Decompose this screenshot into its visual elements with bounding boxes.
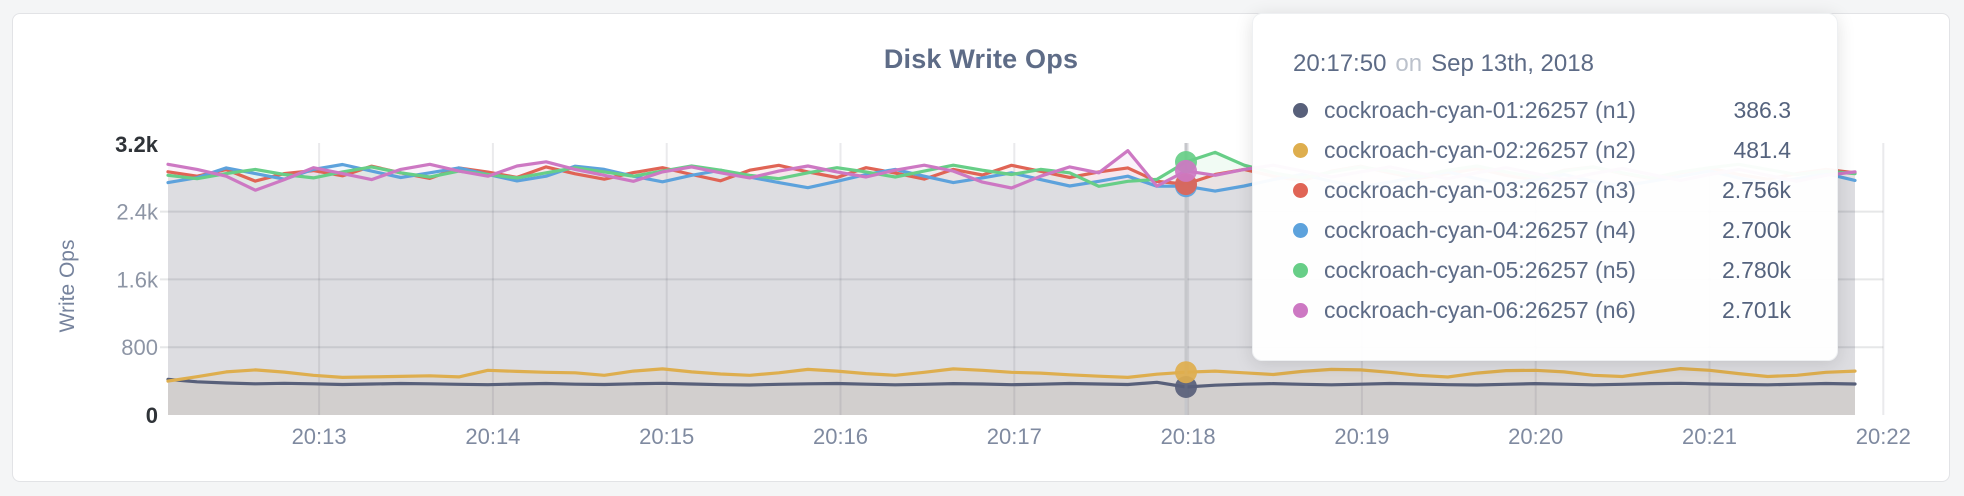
series-color-dot-icon: [1293, 222, 1308, 238]
x-tick-label: 20:15: [639, 424, 694, 449]
tooltip-series-value: 386.3: [1733, 96, 1791, 123]
hover-dot-n2: [1175, 361, 1197, 384]
tooltip-header: 20:17:50 on Sep 13th, 2018: [1293, 50, 1791, 78]
tooltip-conjunction: on: [1395, 50, 1423, 77]
series-color-dot-icon: [1293, 182, 1308, 198]
y-tick-label: 0: [146, 403, 158, 428]
series-area-n2: [168, 368, 1855, 415]
tooltip-row: cockroach-cyan-05:26257 (n5) 2.780k: [1293, 250, 1791, 290]
series-area-n1: [168, 379, 1855, 415]
tooltip-series-value: 481.4: [1733, 136, 1791, 163]
tooltip-row: cockroach-cyan-01:26257 (n1) 386.3: [1293, 90, 1791, 130]
tooltip-series-name: cockroach-cyan-01:26257 (n1): [1324, 96, 1636, 123]
y-tick-label: 1.6k: [116, 267, 159, 292]
x-tick-label: 20:21: [1682, 424, 1737, 449]
y-tick-label: 2.4k: [116, 200, 159, 225]
tooltip-row: cockroach-cyan-06:26257 (n6) 2.701k: [1293, 290, 1791, 330]
tooltip-series-name: cockroach-cyan-02:26257 (n2): [1324, 136, 1636, 163]
series-color-dot-icon: [1293, 102, 1308, 118]
x-tick-label: 20:20: [1508, 424, 1563, 449]
x-tick-label: 20:18: [1161, 424, 1216, 449]
tooltip-series-name: cockroach-cyan-05:26257 (n5): [1324, 256, 1636, 283]
tooltip-series-name: cockroach-cyan-03:26257 (n3): [1324, 176, 1636, 203]
tooltip-date: Sep 13th, 2018: [1431, 50, 1594, 77]
chart-tooltip: 20:17:50 on Sep 13th, 2018 cockroach-cyan-…: [1252, 13, 1838, 361]
series-color-dot-icon: [1293, 302, 1308, 318]
tooltip-series-value: 2.701k: [1721, 296, 1791, 323]
tooltip-series-value: 2.780k: [1721, 256, 1791, 283]
x-tick-label: 20:16: [813, 424, 868, 449]
series-line-n1: [166, 377, 1857, 389]
x-tick-label: 20:14: [465, 424, 520, 449]
series-color-dot-icon: [1293, 262, 1308, 278]
hover-dot-n6: [1175, 159, 1197, 182]
tooltip-rows: cockroach-cyan-01:26257 (n1) 386.3 cockroa…: [1293, 90, 1791, 330]
tooltip-row: cockroach-cyan-03:26257 (n3) 2.756k: [1293, 170, 1791, 210]
tooltip-series-value: 2.700k: [1721, 216, 1791, 243]
x-tick-label: 20:19: [1334, 424, 1389, 449]
tooltip-series-name: cockroach-cyan-06:26257 (n6): [1324, 296, 1636, 323]
x-tick-label: 20:22: [1856, 424, 1911, 449]
chart-title: Disk Write Ops: [883, 44, 1079, 74]
tooltip-series-value: 2.756k: [1721, 176, 1791, 203]
series-line-n2: [166, 367, 1857, 383]
series-color-dot-icon: [1293, 142, 1308, 158]
tooltip-series-name: cockroach-cyan-04:26257 (n4): [1324, 216, 1636, 243]
x-tick-label: 20:13: [292, 424, 347, 449]
tooltip-time: 20:17:50: [1293, 50, 1387, 77]
y-tick-label: 3.2k: [115, 132, 159, 157]
tooltip-row: cockroach-cyan-02:26257 (n2) 481.4: [1293, 130, 1791, 170]
x-tick-label: 20:17: [987, 424, 1042, 449]
y-tick-label: 800: [121, 335, 158, 360]
tooltip-row: cockroach-cyan-04:26257 (n4) 2.700k: [1293, 210, 1791, 250]
